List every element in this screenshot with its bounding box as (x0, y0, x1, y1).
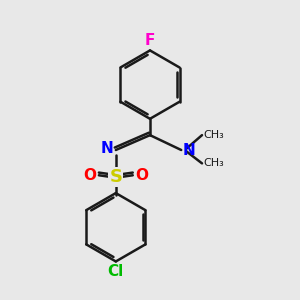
Text: S: S (109, 168, 122, 186)
Text: CH₃: CH₃ (203, 130, 224, 140)
Text: N: N (183, 142, 195, 158)
Text: N: N (101, 141, 113, 156)
Text: Cl: Cl (108, 264, 124, 279)
Text: F: F (145, 33, 155, 48)
Text: O: O (135, 168, 148, 183)
Text: O: O (83, 168, 97, 183)
Text: CH₃: CH₃ (203, 158, 224, 168)
